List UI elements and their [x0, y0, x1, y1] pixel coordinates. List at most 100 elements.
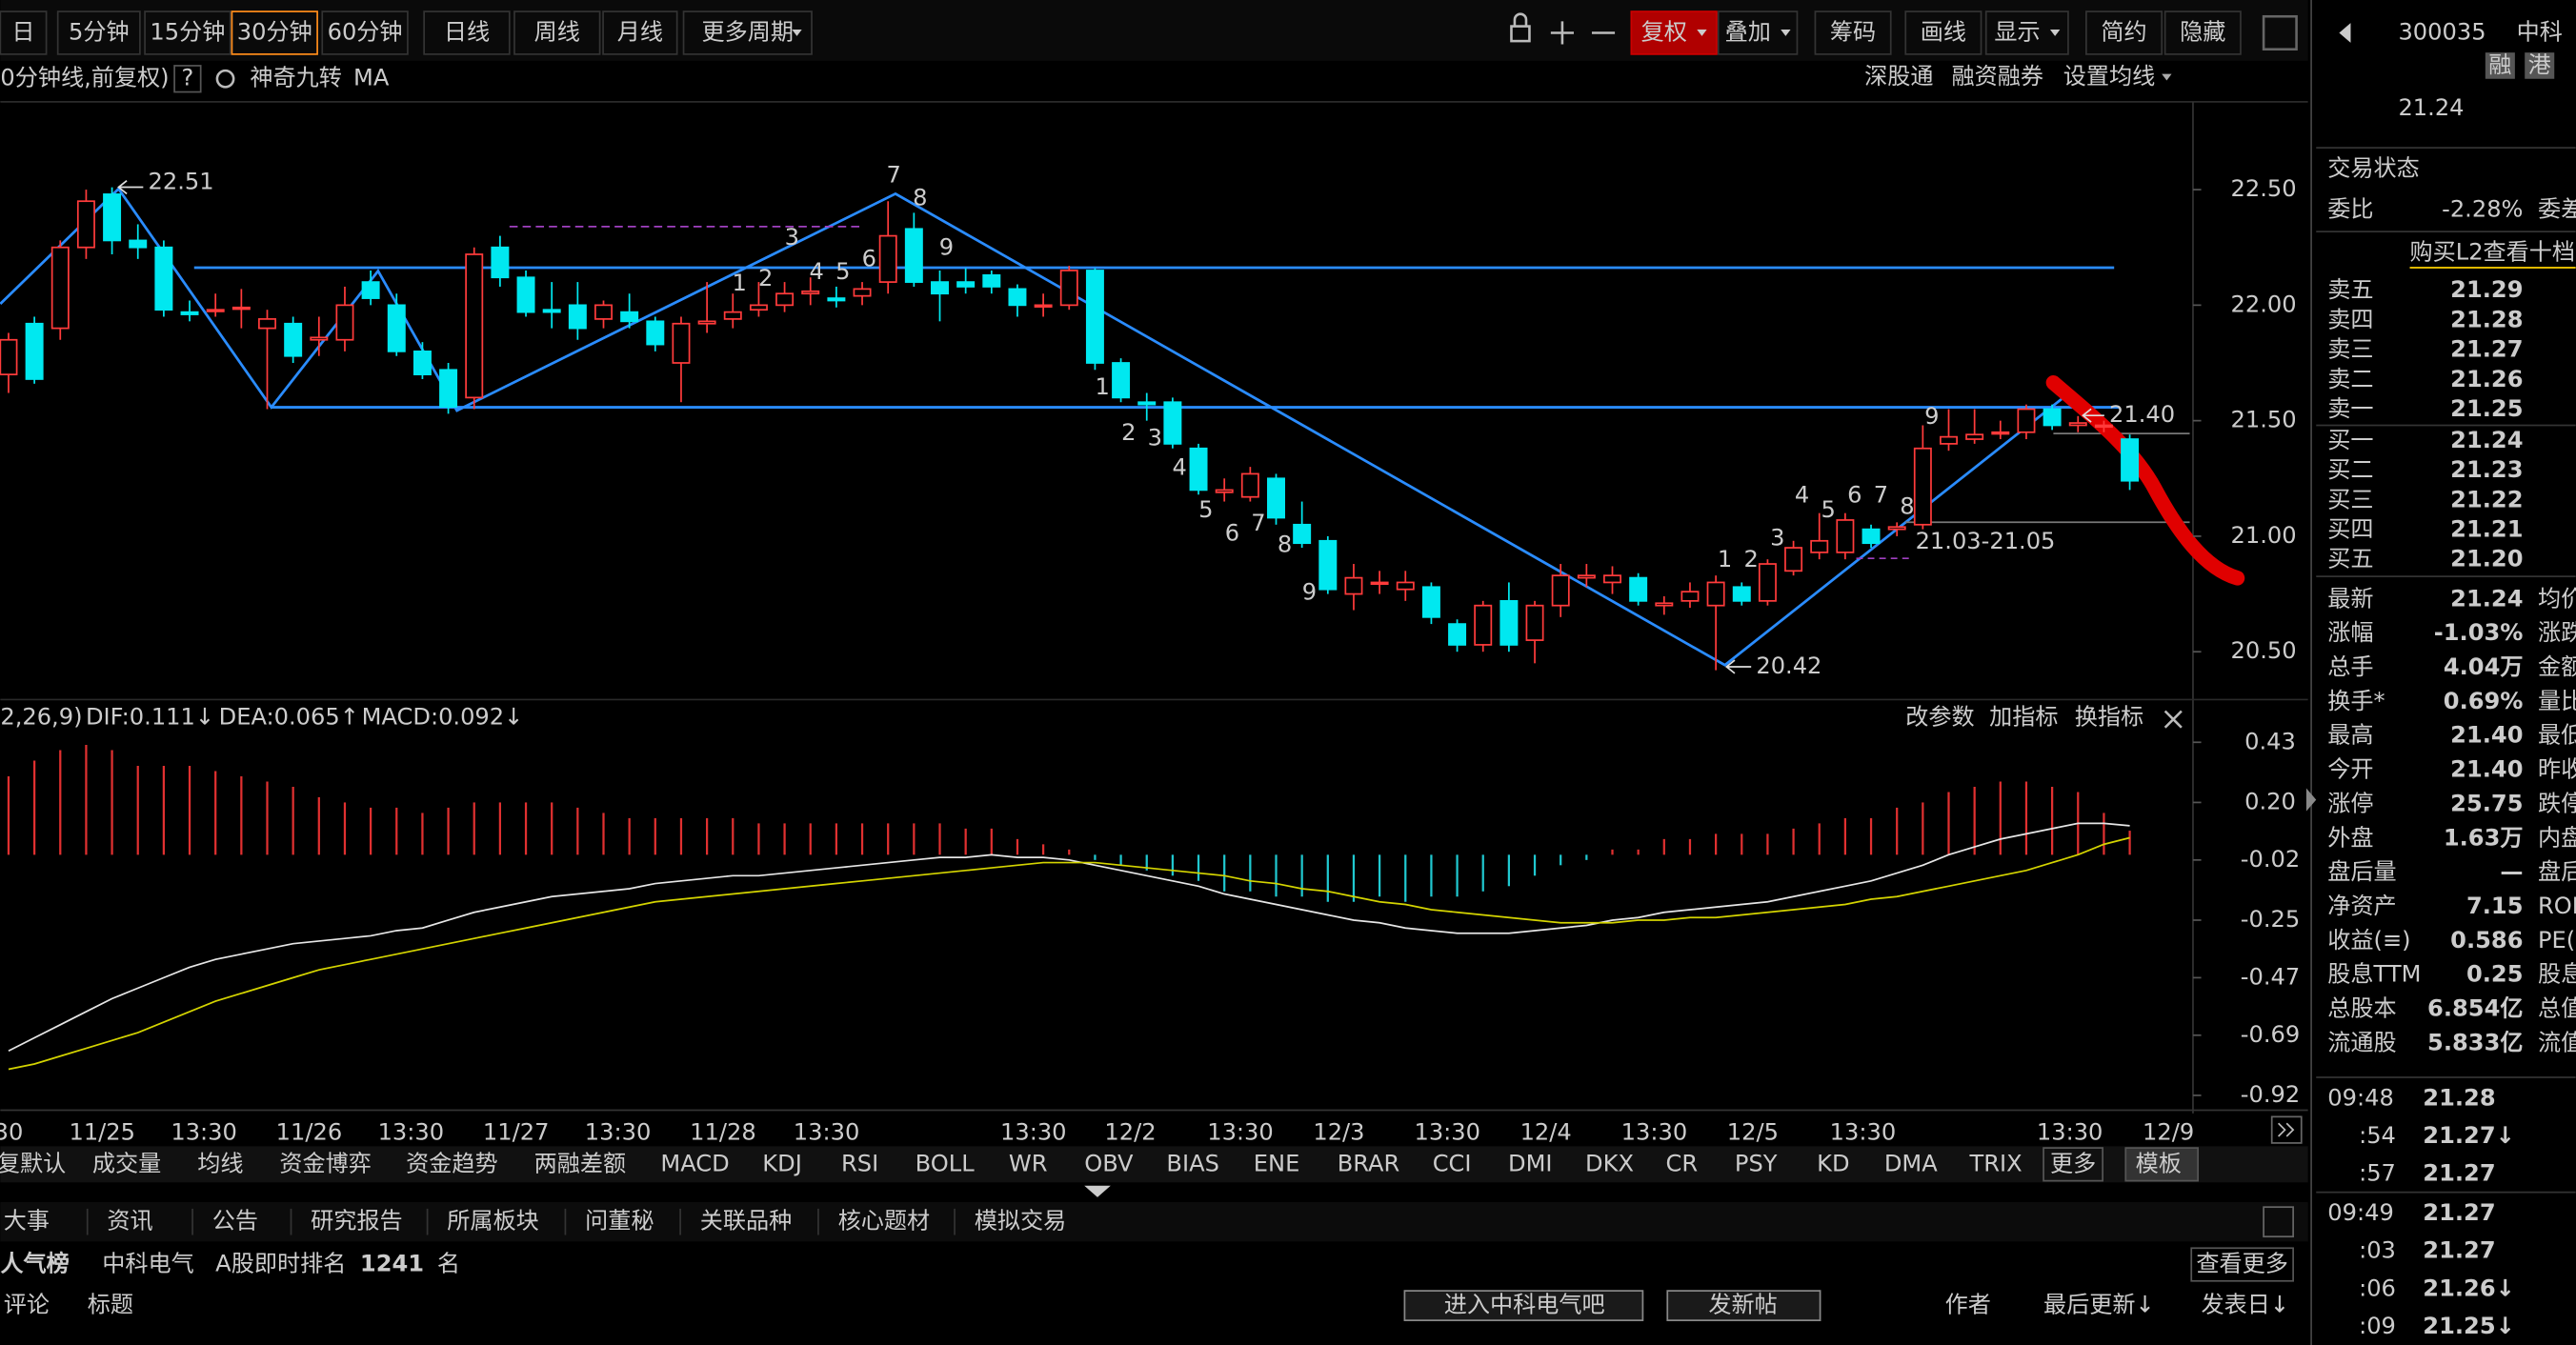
- button-box[interactable]: [2263, 1206, 2294, 1238]
- info-tab[interactable]: 公告: [212, 1208, 258, 1235]
- link[interactable]: 深股通: [1864, 63, 1933, 90]
- collapse-arrow[interactable]: [2305, 788, 2317, 812]
- button-box[interactable]: [144, 10, 231, 55]
- scroll-arrow[interactable]: [2277, 1122, 2295, 1137]
- button-box[interactable]: [1904, 10, 1982, 55]
- button-box[interactable]: [1814, 10, 1892, 55]
- button-box[interactable]: [2124, 1147, 2199, 1182]
- indicator-tab[interactable]: ENE: [1254, 1150, 1300, 1176]
- info-tab[interactable]: 资讯: [107, 1208, 152, 1235]
- column-header[interactable]: 发表日↓: [2202, 1292, 2290, 1318]
- period-tab[interactable]: 15分钟: [150, 18, 225, 45]
- column-header[interactable]: 最后更新↓: [2043, 1292, 2155, 1318]
- indicator-tab[interactable]: OBV: [1084, 1150, 1134, 1176]
- info-tab[interactable]: 核心题材: [838, 1208, 931, 1235]
- period-tab[interactable]: 5分钟: [69, 18, 130, 45]
- button-box[interactable]: [2163, 10, 2242, 55]
- link[interactable]: 购买L2查看十档: [2410, 239, 2576, 266]
- button-box[interactable]: [0, 10, 48, 55]
- info-tab[interactable]: 大事: [4, 1208, 50, 1235]
- period-tab[interactable]: 日: [11, 18, 34, 45]
- indicator-tab[interactable]: CCI: [1433, 1150, 1472, 1176]
- button-box[interactable]: [2190, 1247, 2294, 1282]
- candle-body: [1862, 528, 1881, 545]
- info-tab[interactable]: 关联品种: [700, 1208, 793, 1235]
- indicator-tab[interactable]: BIAS: [1166, 1150, 1218, 1176]
- button-box[interactable]: [2085, 10, 2163, 55]
- indicator-tab[interactable]: KDJ: [762, 1150, 802, 1176]
- plus-icon[interactable]: [1550, 21, 1574, 45]
- tool-button[interactable]: 隐藏: [2180, 18, 2225, 45]
- period-tab[interactable]: 月线: [617, 18, 663, 45]
- button-box[interactable]: [1666, 1290, 1821, 1322]
- indicator-tab[interactable]: 更多: [2050, 1150, 2096, 1176]
- indicator-tab[interactable]: PSY: [1735, 1150, 1778, 1176]
- indicator-tab[interactable]: CR: [1666, 1150, 1699, 1176]
- indicator-tab[interactable]: DMA: [1884, 1150, 1938, 1176]
- column-header[interactable]: 作者: [1945, 1292, 1991, 1318]
- tool-button[interactable]: 画线: [1921, 18, 1966, 45]
- period-tab[interactable]: 日线: [444, 18, 490, 45]
- button-box[interactable]: [231, 10, 318, 55]
- label: 外盘: [2327, 824, 2373, 851]
- lock-icon[interactable]: [1513, 12, 1528, 27]
- button-box[interactable]: [513, 10, 601, 55]
- button[interactable]: 改参数: [1905, 703, 1974, 730]
- link[interactable]: 融资融券: [1952, 63, 2044, 90]
- indicator-tab[interactable]: KD: [1817, 1150, 1849, 1176]
- button-box[interactable]: [1984, 10, 2069, 55]
- button-box[interactable]: [2270, 1115, 2303, 1144]
- indicator-tab[interactable]: BRAR: [1338, 1150, 1400, 1176]
- tool-button[interactable]: 复权: [1641, 18, 1687, 45]
- button-box[interactable]: [321, 10, 409, 55]
- tool-button[interactable]: 显示: [1994, 18, 2040, 45]
- indicator-tab[interactable]: WR: [1009, 1150, 1048, 1176]
- button[interactable]: 换指标: [2075, 703, 2143, 730]
- indicator-tab[interactable]: RSI: [841, 1150, 878, 1176]
- button-box[interactable]: [56, 10, 141, 55]
- info-tab[interactable]: 问董秘: [585, 1208, 654, 1235]
- indicator-tab[interactable]: DKX: [1585, 1150, 1634, 1176]
- button[interactable]: 查看更多: [2196, 1251, 2288, 1277]
- button[interactable]: 进入中科电气吧: [1444, 1292, 1605, 1318]
- indicator-tab[interactable]: 成交量: [92, 1150, 161, 1176]
- tool-button[interactable]: 简约: [2101, 18, 2146, 45]
- label: 21.24: [2398, 94, 2464, 121]
- info-tab[interactable]: 模拟交易: [975, 1208, 1067, 1235]
- button-box[interactable]: [602, 10, 678, 55]
- indicator-tab[interactable]: 模板: [2136, 1150, 2182, 1176]
- button-box[interactable]: [682, 10, 813, 55]
- info-tab[interactable]: 所属板块: [447, 1208, 539, 1235]
- indicator-tab[interactable]: TRIX: [1968, 1150, 2022, 1176]
- indicator-tab[interactable]: DMI: [1508, 1150, 1553, 1176]
- fullscreen-icon[interactable]: [2262, 14, 2298, 51]
- toolbar-icons[interactable]: [215, 12, 2298, 729]
- indicator-tab[interactable]: MACD: [660, 1150, 729, 1176]
- indicator-tab[interactable]: 两融差额: [534, 1150, 627, 1176]
- link[interactable]: 设置均线: [2063, 63, 2156, 90]
- indicator-tab[interactable]: 资金趋势: [406, 1150, 498, 1176]
- period-tab[interactable]: 周线: [534, 18, 580, 45]
- button[interactable]: 发新帖: [1708, 1292, 1777, 1318]
- button-box[interactable]: [1717, 10, 1799, 55]
- period-tab[interactable]: 30分钟: [237, 18, 312, 45]
- indicator-tab[interactable]: 资金博弈: [279, 1150, 372, 1176]
- label: 买四: [2327, 516, 2373, 543]
- tool-button[interactable]: 筹码: [1830, 18, 1876, 45]
- candle-body: [878, 234, 897, 283]
- close-icon[interactable]: [2163, 710, 2183, 729]
- button-box[interactable]: [423, 10, 511, 55]
- lock-icon[interactable]: [1510, 25, 1531, 43]
- tool-button[interactable]: 叠加: [1725, 18, 1771, 45]
- period-tab[interactable]: 更多周期: [702, 18, 795, 45]
- label: 25.75: [2450, 790, 2523, 816]
- period-tab[interactable]: 60分钟: [328, 18, 403, 45]
- indicator-tab[interactable]: BOLL: [916, 1150, 976, 1176]
- button[interactable]: 加指标: [1989, 703, 2058, 730]
- button-box[interactable]: [1403, 1290, 1644, 1322]
- button-box[interactable]: [2043, 1147, 2103, 1182]
- indicator-tab[interactable]: 复默认: [0, 1150, 66, 1176]
- info-tab[interactable]: 研究报告: [311, 1208, 403, 1235]
- gear-icon[interactable]: [215, 69, 235, 89]
- indicator-tab[interactable]: 均线: [197, 1150, 243, 1176]
